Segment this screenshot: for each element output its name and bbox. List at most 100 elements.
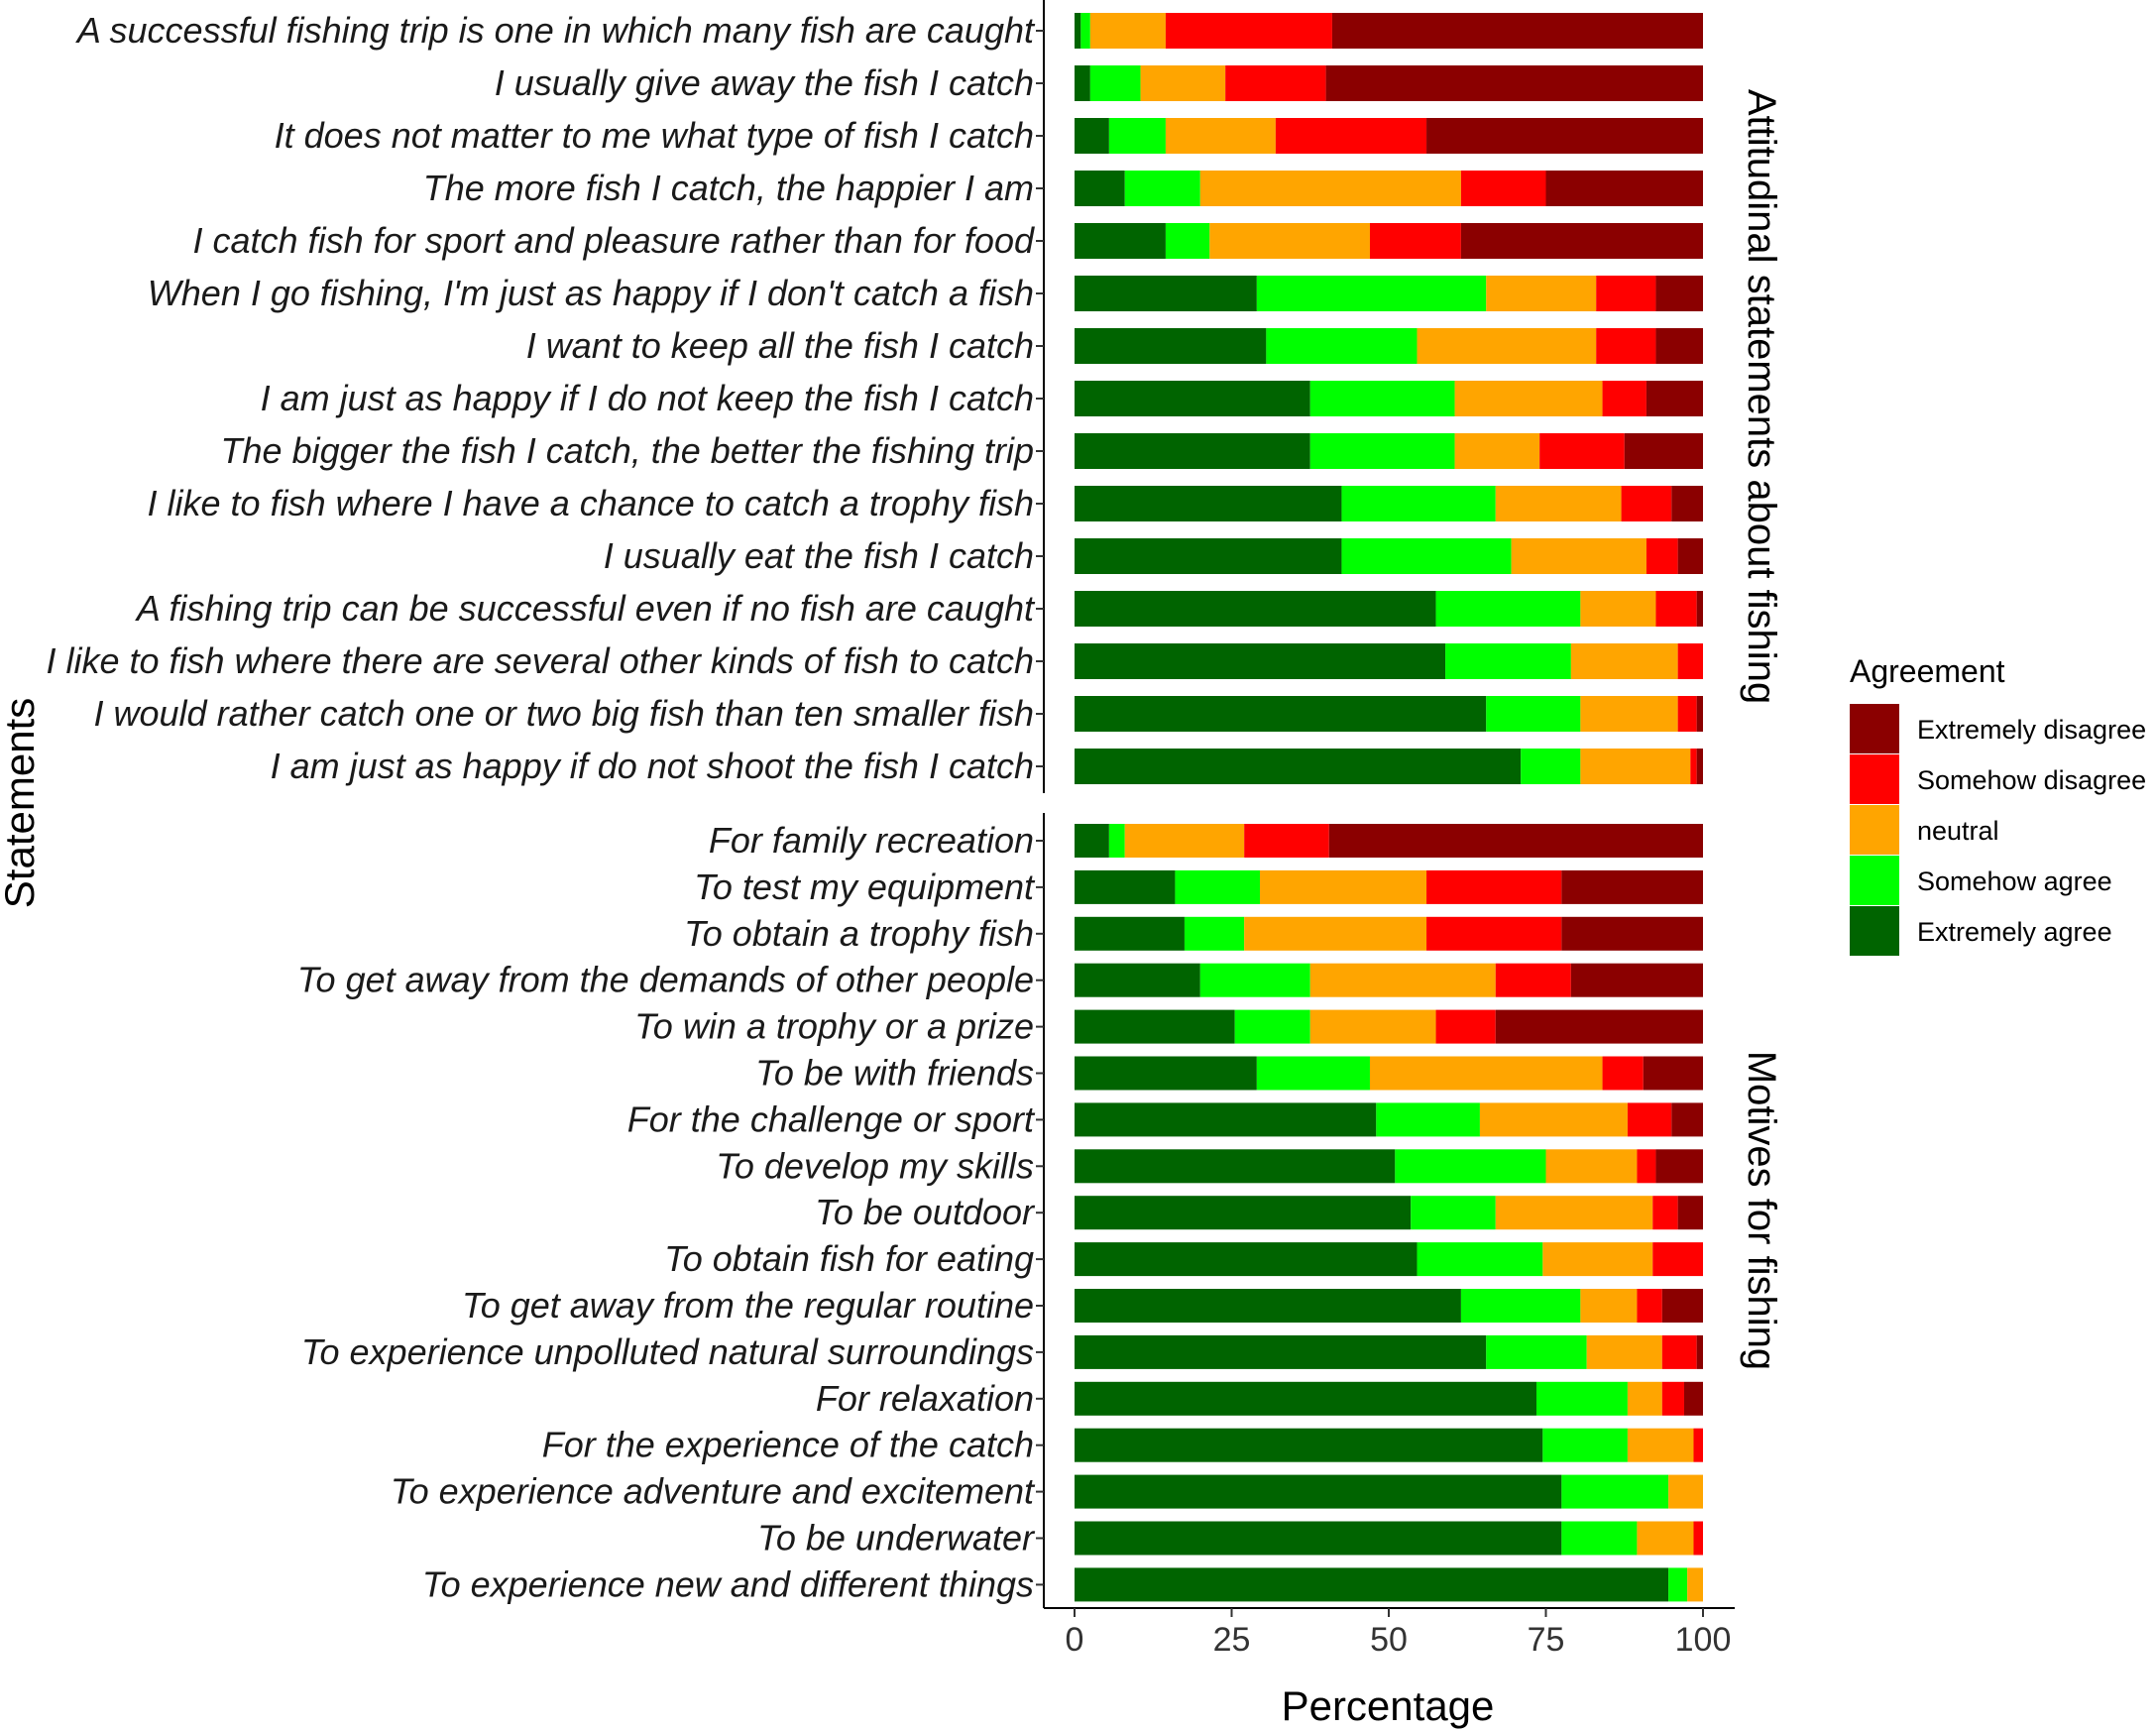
- bar-segment: [1661, 1289, 1703, 1323]
- bar-segment: [1075, 13, 1081, 49]
- bar-segment: [1486, 1334, 1587, 1369]
- bar-segment: [1075, 1521, 1562, 1556]
- bar-segment: [1244, 824, 1329, 858]
- x-axis-title: Percentage: [1282, 1682, 1495, 1729]
- bar-segment: [1089, 65, 1141, 101]
- bar-segment: [1256, 276, 1487, 311]
- bar-segment: [1637, 1289, 1662, 1323]
- bar-segment: [1426, 916, 1562, 951]
- bar-segment: [1596, 276, 1656, 311]
- legend-label: neutral: [1917, 816, 1999, 846]
- bar-segment: [1369, 1056, 1603, 1091]
- x-axis: 0 25 50 75 100: [1044, 1607, 1735, 1659]
- bar-segment: [1627, 1428, 1694, 1462]
- bar-segment: [1655, 328, 1703, 364]
- bar-segment: [1535, 1381, 1628, 1416]
- legend-label: Somehow disagree: [1917, 765, 2146, 795]
- bar-segment: [1260, 869, 1427, 904]
- category-label: I am just as happy if I do not keep the …: [261, 378, 1034, 418]
- bar-segment: [1309, 381, 1455, 416]
- bar-segment: [1643, 1056, 1703, 1091]
- category-label: To develop my skills: [716, 1145, 1034, 1186]
- panel-strip-label: Attitudinal statements about fishing: [1740, 89, 1783, 704]
- legend-title: Agreement: [1850, 653, 2005, 689]
- bar-segment: [1075, 1381, 1536, 1416]
- bar-segment: [1325, 65, 1703, 101]
- bar-segment: [1627, 1381, 1662, 1416]
- bar-segment: [1309, 433, 1455, 469]
- bar-segment: [1165, 118, 1276, 154]
- category-label: To win a trophy or a prize: [634, 1006, 1034, 1047]
- bar-segment: [1075, 696, 1487, 732]
- bar-segment: [1417, 1242, 1543, 1277]
- bar-segment: [1652, 1196, 1678, 1230]
- bar-segment: [1075, 381, 1310, 416]
- bar-segment: [1075, 1428, 1543, 1462]
- bar-segment: [1075, 824, 1109, 858]
- bar-segment: [1637, 1521, 1694, 1556]
- bar-segment: [1199, 963, 1310, 997]
- bar-segment: [1655, 1149, 1703, 1184]
- bar-segment: [1460, 1289, 1581, 1323]
- legend-swatch: [1850, 805, 1899, 855]
- bar-segment: [1696, 1334, 1703, 1369]
- bar-segment: [1677, 643, 1703, 679]
- bar-segment: [1341, 486, 1496, 521]
- category-label: I catch fish for sport and pleasure rath…: [193, 220, 1035, 261]
- bar-segment: [1075, 1056, 1257, 1091]
- bar-segment: [1495, 1009, 1703, 1044]
- bar-segment: [1542, 1242, 1653, 1277]
- panels: A successful fishing trip is one in whic…: [47, 0, 1783, 1608]
- x-tick-label: 25: [1213, 1621, 1251, 1659]
- bar-segment: [1256, 1056, 1370, 1091]
- bar-segment: [1075, 643, 1446, 679]
- category-label: A successful fishing trip is one in whic…: [75, 10, 1036, 51]
- legend-swatch: [1850, 906, 1899, 956]
- category-label: I want to keep all the fish I catch: [526, 325, 1034, 366]
- bar-segment: [1580, 591, 1656, 627]
- bar-segment: [1652, 1242, 1703, 1277]
- bar-segment: [1184, 916, 1245, 951]
- bar-segment: [1545, 1149, 1638, 1184]
- bar-segment: [1225, 65, 1326, 101]
- bar-segment: [1460, 171, 1546, 206]
- bar-segment: [1075, 118, 1109, 154]
- category-label: For relaxation: [816, 1378, 1034, 1419]
- bar-segment: [1668, 1567, 1688, 1602]
- bar-segment: [1637, 1149, 1656, 1184]
- bar-segment: [1328, 824, 1703, 858]
- bar-segment: [1140, 65, 1226, 101]
- bar-segment: [1495, 1196, 1653, 1230]
- bar-segment: [1696, 749, 1703, 784]
- x-tick-label: 100: [1675, 1621, 1732, 1659]
- bar-segment: [1075, 591, 1436, 627]
- bar-segment: [1075, 486, 1342, 521]
- bar-segment: [1275, 118, 1427, 154]
- bar-segment: [1693, 1521, 1703, 1556]
- category-label: To experience adventure and excitement: [391, 1471, 1036, 1512]
- bar-segment: [1124, 824, 1245, 858]
- bar-segment: [1089, 13, 1166, 49]
- bar-segment: [1561, 1474, 1669, 1509]
- bar-segment: [1580, 749, 1691, 784]
- legend-swatch: [1850, 704, 1899, 753]
- y-axis-title: Statements: [0, 698, 43, 908]
- bar-segment: [1165, 223, 1210, 259]
- category-label: To obtain a trophy fish: [684, 913, 1034, 954]
- bar-segment: [1677, 1196, 1703, 1230]
- bar-segment: [1341, 538, 1512, 574]
- bar-segment: [1486, 276, 1597, 311]
- category-label: To experience unpolluted natural surroun…: [301, 1331, 1034, 1372]
- bar-segment: [1561, 1521, 1638, 1556]
- bar-segment: [1645, 538, 1678, 574]
- bar-segment: [1075, 171, 1125, 206]
- legend-swatch: [1850, 754, 1899, 804]
- bar-segment: [1511, 538, 1646, 574]
- bar-segment: [1661, 1334, 1697, 1369]
- bar-segment: [1454, 433, 1540, 469]
- bar-segment: [1234, 1009, 1310, 1044]
- bar-segment: [1677, 696, 1697, 732]
- bar-segment: [1426, 869, 1562, 904]
- category-label: To be outdoor: [815, 1192, 1036, 1232]
